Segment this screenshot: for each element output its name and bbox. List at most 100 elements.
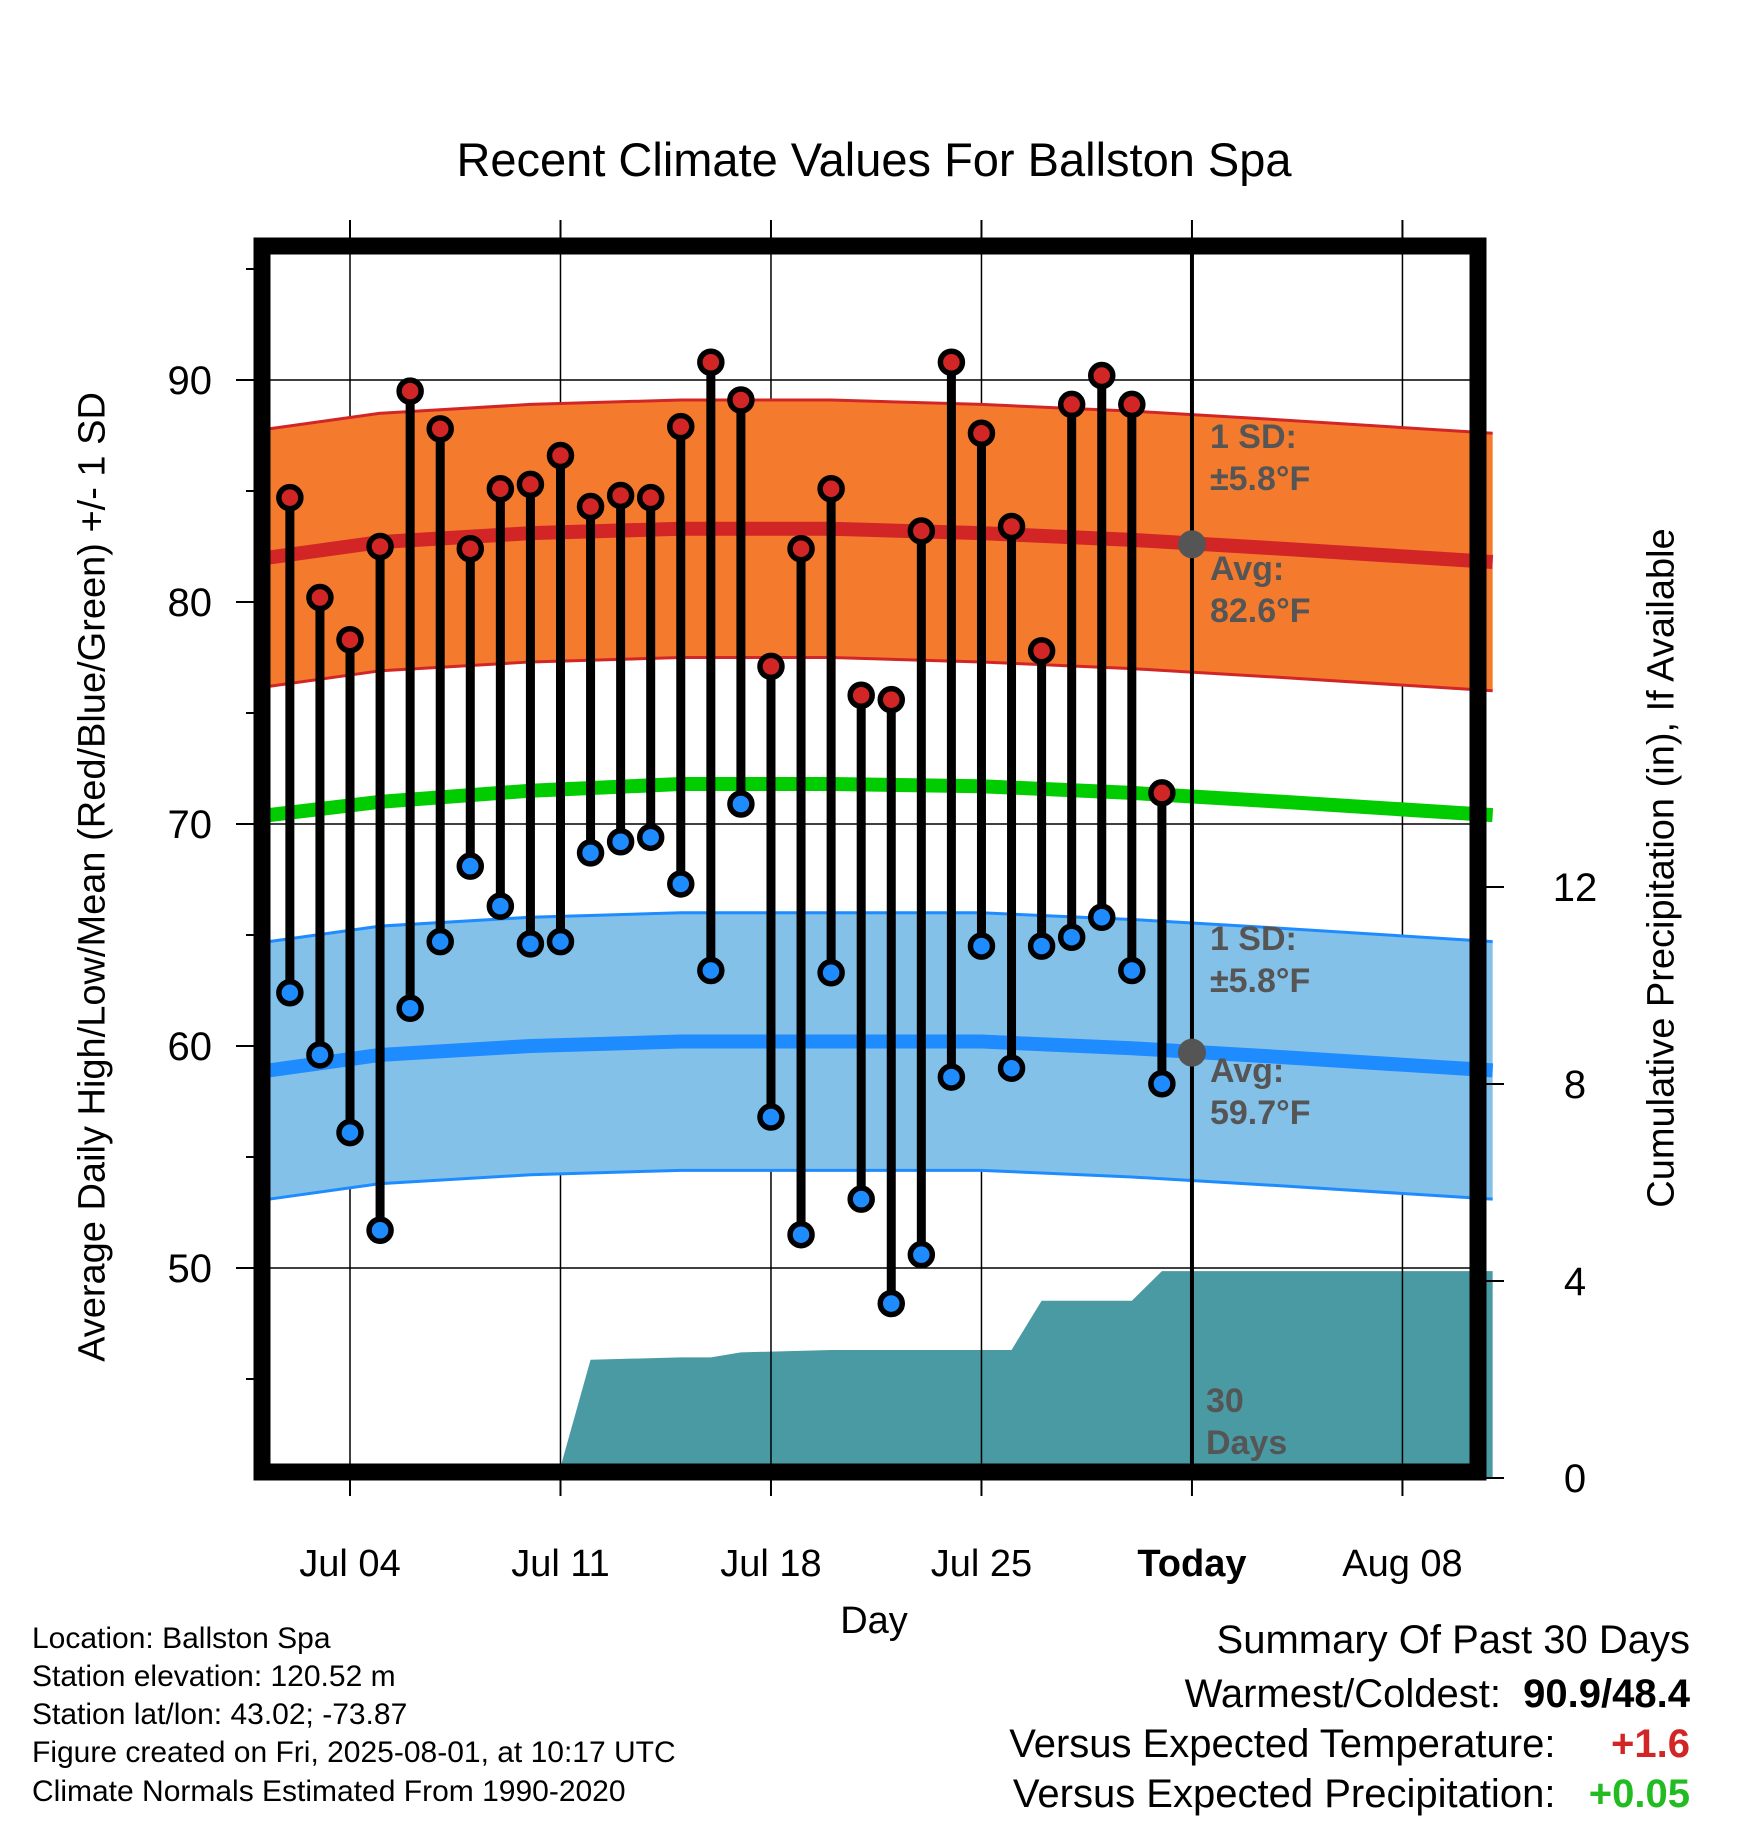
low-sd-band	[268, 912, 1493, 1200]
daily-low-point	[997, 1054, 1026, 1082]
daily-low-point	[636, 823, 665, 852]
warm-cold-value: 90.9/48.4	[1523, 1672, 1690, 1716]
low-avg-value: 59.7°F	[1210, 1094, 1311, 1132]
chart-title: Recent Climate Values For Ballston Spa	[456, 133, 1292, 186]
daily-low-point	[907, 1240, 936, 1269]
daily-low-point	[336, 1118, 364, 1147]
low-sd-value: ±5.8°F	[1210, 962, 1310, 1000]
days-count-word: Days	[1206, 1424, 1287, 1462]
daily-high-point	[817, 475, 845, 503]
high-avg-value: 82.6°F	[1210, 592, 1311, 630]
daily-high-point	[667, 412, 695, 441]
normal-bands-layer	[267, 398, 1494, 1201]
daily-high-point	[516, 470, 545, 499]
low-sd-label: 1 SD:	[1210, 920, 1297, 958]
info-latlon: Station lat/lon: 43.02; -73.87	[32, 1698, 408, 1731]
daily-low-point	[516, 930, 545, 958]
y-tick-label: 80	[168, 581, 213, 625]
plot-frame	[253, 237, 1487, 1481]
x-tick-label: Today	[1137, 1543, 1246, 1585]
daily-low-point	[306, 1041, 334, 1069]
y-tick-label: 70	[168, 803, 213, 847]
normal-low-line	[267, 1034, 1494, 1078]
daily-high-point	[997, 512, 1026, 541]
daily-high-point	[937, 348, 966, 376]
daily-high-point	[576, 492, 605, 521]
daily-high-point	[606, 481, 635, 510]
y2-tick-label: 12	[1553, 866, 1598, 910]
precip-vs-expected-value: +0.05	[1588, 1772, 1690, 1816]
daily-high-point	[1027, 637, 1056, 665]
daily-high-point	[396, 377, 424, 405]
daily-low-point	[456, 852, 485, 880]
daily-low-point	[877, 1289, 906, 1318]
daily-low-point	[787, 1220, 815, 1249]
daily-high-point	[336, 625, 364, 654]
daily-low-point	[967, 932, 996, 960]
high-avg-label: Avg:	[1210, 550, 1284, 588]
summary-precip: Versus Expected Precipitation: +0.05	[1013, 1772, 1690, 1817]
today-normal-high-marker	[1177, 530, 1206, 559]
daily-low-point	[727, 790, 755, 818]
daily-high-point	[456, 534, 485, 563]
daily-high-point	[697, 348, 725, 376]
y-tick-label: 60	[168, 1025, 213, 1069]
daily-low-point	[1027, 932, 1056, 960]
daily-high-point	[426, 415, 454, 443]
high-sd-label: 1 SD:	[1210, 418, 1297, 456]
daily-low-point	[667, 870, 695, 898]
daily-high-point	[546, 441, 575, 470]
precipitation-area-layer	[268, 1271, 1493, 1478]
high-sd-value: ±5.8°F	[1210, 460, 1310, 498]
daily-low-point	[396, 994, 424, 1023]
daily-low-point	[1088, 903, 1116, 931]
y-tick-label: 90	[168, 359, 213, 403]
daily-high-point	[1057, 390, 1086, 419]
daily-low-point	[606, 828, 635, 856]
low-avg-label: Avg:	[1210, 1052, 1284, 1090]
summary-temp: Versus Expected Temperature: +1.6	[1009, 1722, 1690, 1767]
daily-low-point	[757, 1103, 785, 1131]
y2-axis-label: Cumulative Precipitation (in), If Availa…	[1640, 528, 1683, 1208]
info-created: Figure created on Fri, 2025-08-01, at 10…	[32, 1736, 676, 1769]
precip-vs-expected-label: Versus Expected Precipitation:	[1012, 1772, 1556, 1816]
y-axis-label: Average Daily High/Low/Mean (Red/Blue/Gr…	[71, 392, 114, 1362]
daily-high-point	[1088, 361, 1116, 390]
daily-high-point	[907, 517, 936, 545]
axis-ticks-layer: Jul 04 Jul 11 Jul 18 Jul 25 Today Aug 08 50 60 7…	[168, 220, 1598, 1585]
low-sd-lower-edge	[268, 1168, 1493, 1201]
daily-high-point	[636, 483, 665, 512]
daily-high-point	[877, 685, 906, 714]
daily-high-point	[757, 652, 785, 681]
summary-warm-cold: Warmest/Coldest: 90.9/48.4	[1185, 1672, 1690, 1717]
summary-heading: Summary Of Past 30 Days	[1216, 1618, 1690, 1662]
daily-low-point	[847, 1185, 875, 1213]
daily-low-point	[1148, 1069, 1176, 1098]
daily-high-point	[486, 475, 515, 503]
days-count-number: 30	[1206, 1382, 1244, 1420]
daily-low-point	[276, 978, 304, 1007]
temp-vs-expected-label: Versus Expected Temperature:	[1009, 1722, 1556, 1766]
info-location: Location: Ballston Spa	[32, 1622, 331, 1655]
normal-mean-line	[267, 777, 1494, 823]
y2-tick-label: 4	[1564, 1260, 1586, 1304]
y2-tick-label: 8	[1564, 1063, 1586, 1107]
x-axis-label: Day	[840, 1600, 908, 1642]
x-tick-label: Jul 11	[511, 1543, 610, 1585]
daily-high-point	[787, 534, 815, 563]
daily-low-point	[1057, 923, 1086, 951]
daily-low-point	[697, 956, 725, 985]
daily-high-point	[727, 386, 755, 414]
daily-low-point	[817, 958, 845, 987]
daily-low-point	[937, 1063, 966, 1091]
daily-low-point	[576, 839, 605, 867]
precip-area	[268, 1271, 1493, 1478]
y-tick-label: 50	[168, 1247, 213, 1291]
x-tick-label: Aug 08	[1342, 1543, 1462, 1585]
y2-tick-label: 0	[1564, 1457, 1586, 1501]
daily-high-point	[276, 483, 304, 512]
daily-dots-layer	[276, 348, 1176, 1318]
plot-frame-layer	[253, 237, 1487, 1481]
daily-high-point	[306, 583, 334, 612]
